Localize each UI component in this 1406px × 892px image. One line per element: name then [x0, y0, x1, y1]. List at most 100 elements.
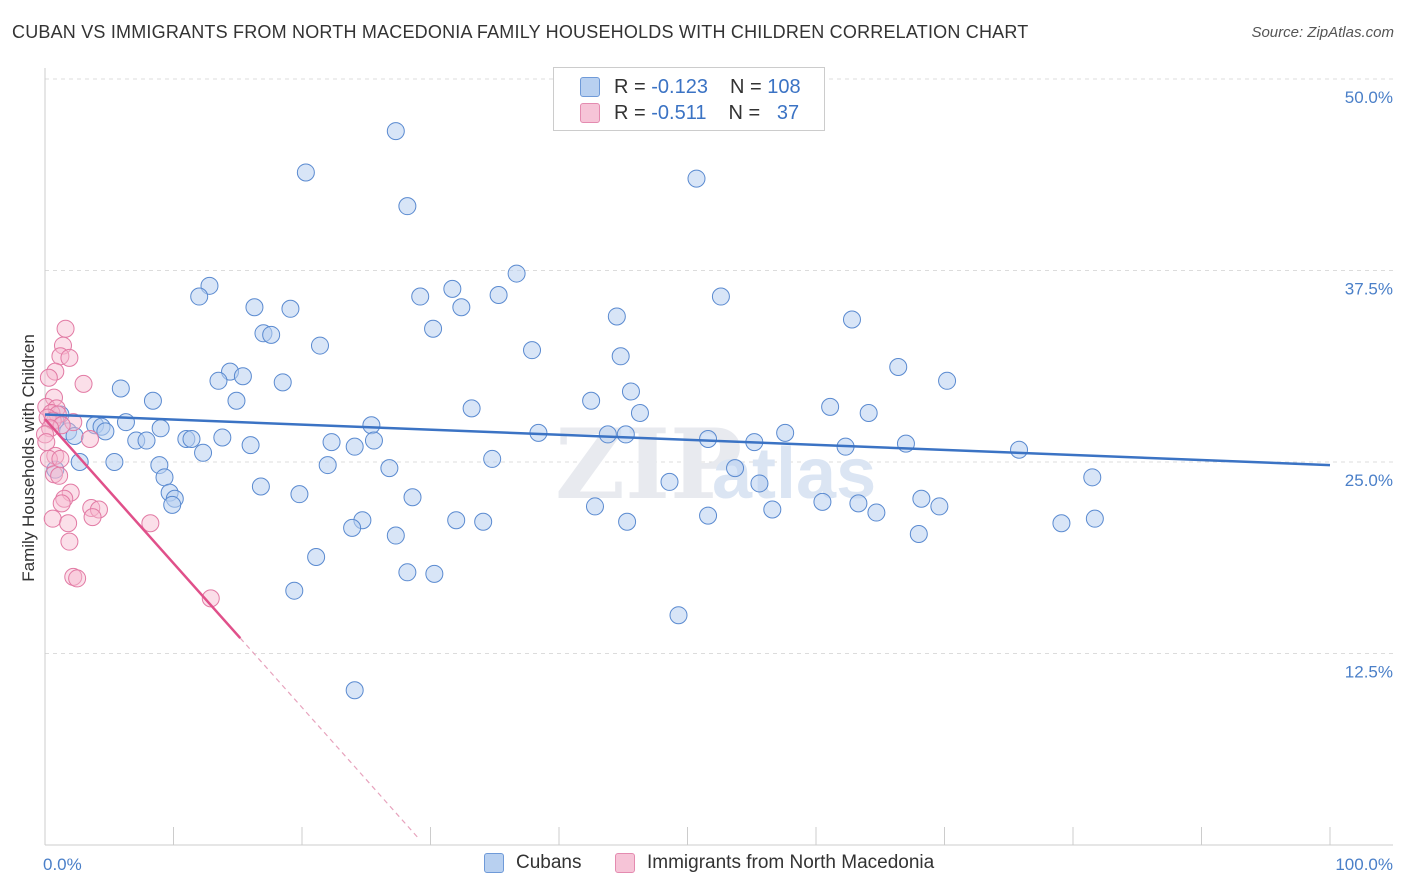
data-point-cubans [380, 459, 399, 478]
data-point-macedonia [55, 489, 74, 508]
data-point-cubans [598, 425, 617, 444]
x-tick-label: 0.0% [43, 855, 82, 874]
data-point-macedonia [60, 348, 79, 367]
data-point-cubans [345, 681, 364, 700]
data-point-cubans [849, 494, 868, 513]
data-point-cubans [155, 468, 174, 487]
data-point-cubans [452, 298, 471, 317]
data-point-cubans [630, 403, 649, 422]
legend-label-macedonia: Immigrants from North Macedonia [647, 852, 935, 873]
data-point-cubans [424, 319, 443, 338]
watermark: ZIP [555, 408, 742, 521]
data-point-cubans [750, 474, 769, 493]
axis-ticks: 12.5% 25.0% 37.5% 50.0% 0.0% 100.0% [43, 88, 1393, 874]
data-point-cubans [285, 581, 304, 600]
data-point-cubans [403, 488, 422, 507]
data-point-cubans [322, 433, 341, 452]
data-point-cubans [386, 526, 405, 545]
data-point-cubans [96, 422, 115, 441]
data-point-cubans [143, 391, 162, 410]
data-point-cubans [318, 456, 337, 475]
data-point-macedonia [52, 416, 71, 435]
data-point-cubans [711, 287, 730, 306]
data-point-macedonia [141, 514, 160, 533]
data-point-macedonia [36, 425, 54, 444]
data-point-cubans [386, 122, 405, 141]
series-north-macedonia [36, 319, 220, 608]
data-point-cubans [194, 443, 213, 462]
x-tick-label: 100.0% [1335, 855, 1393, 874]
data-point-cubans [65, 426, 84, 445]
data-point-cubans [616, 425, 635, 444]
data-point-cubans [859, 403, 878, 422]
data-point-cubans [163, 495, 182, 514]
data-point-cubans [447, 511, 466, 530]
data-point-macedonia [52, 494, 71, 513]
y-tick-label: 37.5% [1345, 280, 1393, 299]
trend-line-macedonia-extension [239, 637, 419, 838]
data-point-cubans [281, 299, 300, 318]
data-point-cubans [813, 492, 832, 511]
data-point-cubans [151, 419, 170, 438]
data-point-cubans [307, 547, 326, 566]
data-point-cubans [726, 459, 745, 478]
data-point-cubans [909, 525, 928, 544]
legend-label-cubans: Cubans [516, 852, 582, 873]
data-point-cubans [190, 287, 209, 306]
data-point-cubans [889, 358, 908, 377]
data-point-cubans [111, 379, 130, 398]
data-point-cubans [776, 423, 795, 442]
data-point-cubans [489, 286, 508, 305]
data-point-macedonia [68, 569, 87, 588]
data-point-cubans [618, 512, 637, 531]
data-point-cubans [245, 298, 264, 317]
y-axis-label: Family Households with Children [19, 334, 38, 582]
legend-row-cubans: R = -0.123 N = 108 [580, 75, 801, 99]
data-point-cubans [443, 279, 462, 298]
data-point-cubans [699, 430, 718, 449]
data-point-cubans [241, 436, 260, 455]
legend-r-label: R = [614, 75, 646, 98]
chart-source: Source: ZipAtlas.com [1251, 24, 1394, 41]
data-point-cubans [621, 382, 640, 401]
data-point-cubans [763, 500, 782, 519]
legend-n-label: N = [729, 75, 762, 98]
legend-item-cubans: Cubans [484, 852, 582, 874]
data-point-macedonia [82, 498, 101, 517]
data-point-macedonia [59, 514, 78, 533]
data-point-cubans [343, 518, 362, 537]
data-point-cubans [912, 489, 931, 508]
data-point-macedonia [39, 368, 58, 387]
trend-line-cubans [44, 413, 1331, 467]
legend-n-value: 37 [776, 101, 800, 124]
legend-r-value: -0.123 [651, 75, 708, 98]
data-point-macedonia [74, 374, 93, 393]
data-point-cubans [462, 399, 481, 418]
data-point-cubans [209, 371, 228, 390]
data-point-cubans [523, 341, 542, 360]
data-point-cubans [182, 430, 201, 449]
data-point-cubans [607, 307, 626, 326]
data-point-cubans [687, 169, 706, 188]
y-tick-label: 50.0% [1345, 88, 1393, 107]
data-point-cubans [398, 563, 417, 582]
data-point-cubans [1010, 440, 1029, 459]
data-point-cubans [585, 497, 604, 516]
data-point-cubans [699, 506, 718, 525]
axes [44, 68, 1393, 846]
data-point-cubans [70, 453, 89, 471]
data-point-macedonia [83, 508, 102, 527]
data-point-cubans [821, 397, 840, 416]
data-point-cubans [290, 485, 309, 504]
data-point-cubans [1052, 514, 1071, 533]
data-point-cubans [1085, 509, 1104, 528]
data-point-cubans [137, 431, 156, 450]
data-point-macedonia [56, 319, 75, 338]
data-point-macedonia [80, 430, 99, 449]
data-point-cubans [362, 416, 381, 435]
data-point-macedonia [43, 509, 62, 528]
stats-legend: R = -0.123 N = 108 R = -0.511 N = 37 [553, 67, 825, 131]
data-point-cubans [398, 197, 417, 216]
data-point-cubans [233, 367, 252, 386]
